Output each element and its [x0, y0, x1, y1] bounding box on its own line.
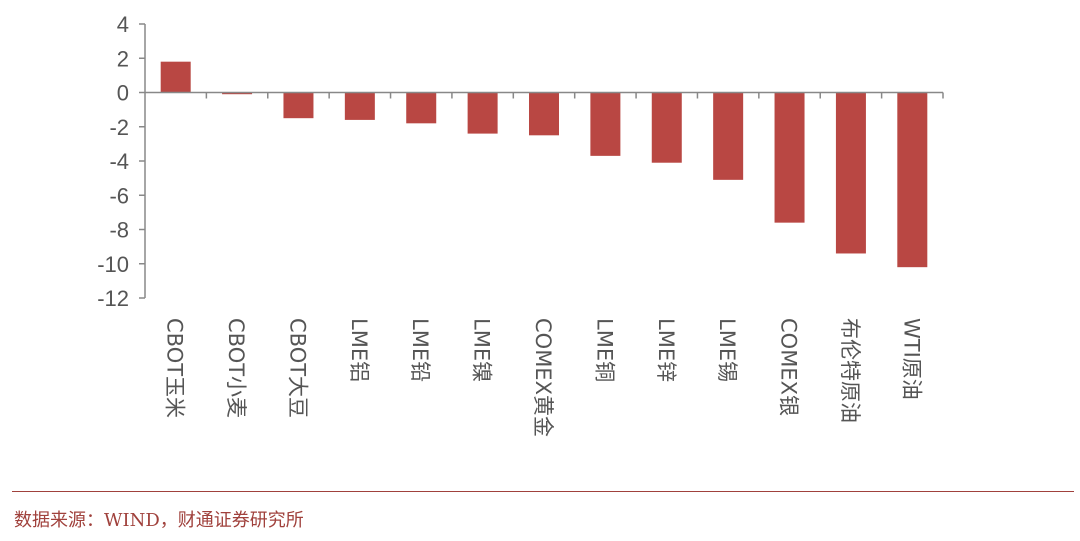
- y-tick-label: -10: [97, 252, 129, 277]
- category-label: LME镍: [470, 318, 494, 382]
- bar: [406, 92, 437, 124]
- y-axis: 4 2 0 -2 -4 -6 -8 -10 -12: [97, 12, 146, 311]
- x-axis: [145, 91, 944, 99]
- bar: [222, 92, 253, 95]
- bar: [774, 92, 805, 223]
- category-labels: CBOT玉米 CBOT小麦 CBOT大豆 LME铝 LME铅 LME镍 COMEX黄金 LME…: [163, 318, 924, 437]
- category-label: CBOT玉米: [163, 318, 187, 418]
- y-tick-label: -6: [109, 183, 129, 208]
- bar-chart: 4 2 0 -2 -4 -6 -8 -10 -12 CBOT玉米 CBOT小麦 CBOT大豆 LME铝…: [97, 12, 944, 437]
- bar: [651, 92, 682, 163]
- y-tick-label: -8: [109, 218, 129, 243]
- category-label: COMEX黄金: [531, 318, 555, 437]
- category-label: LME锌: [654, 318, 678, 382]
- bar: [590, 92, 621, 156]
- y-tick-label: 2: [117, 46, 129, 71]
- category-label: LME锡: [715, 318, 739, 382]
- y-tick-label: 4: [117, 12, 129, 37]
- y-tick-label: 0: [117, 81, 129, 106]
- category-label: CBOT小麦: [224, 318, 248, 418]
- bar: [897, 92, 928, 268]
- bar: [713, 92, 744, 180]
- category-label: LME铝: [347, 318, 371, 382]
- y-tick-label: -12: [97, 286, 129, 311]
- bar: [160, 61, 191, 93]
- bars: [160, 61, 928, 268]
- category-label: 布伦特原油: [838, 318, 862, 423]
- category-label: LME铜: [592, 318, 616, 382]
- bar: [529, 92, 559, 136]
- source-note: 数据来源：WIND，财通证券研究所: [14, 510, 304, 531]
- y-tick-label: -4: [109, 149, 129, 174]
- bar: [344, 92, 375, 120]
- category-label: LME铅: [408, 318, 432, 382]
- category-label: WTI原油: [899, 318, 923, 400]
- bar: [835, 92, 866, 254]
- bar: [467, 92, 498, 134]
- footer-divider: [12, 491, 1074, 492]
- category-label: COMEX银: [777, 318, 801, 416]
- y-tick-label: -2: [109, 115, 129, 140]
- bar: [283, 92, 314, 119]
- category-label: CBOT大豆: [285, 318, 309, 418]
